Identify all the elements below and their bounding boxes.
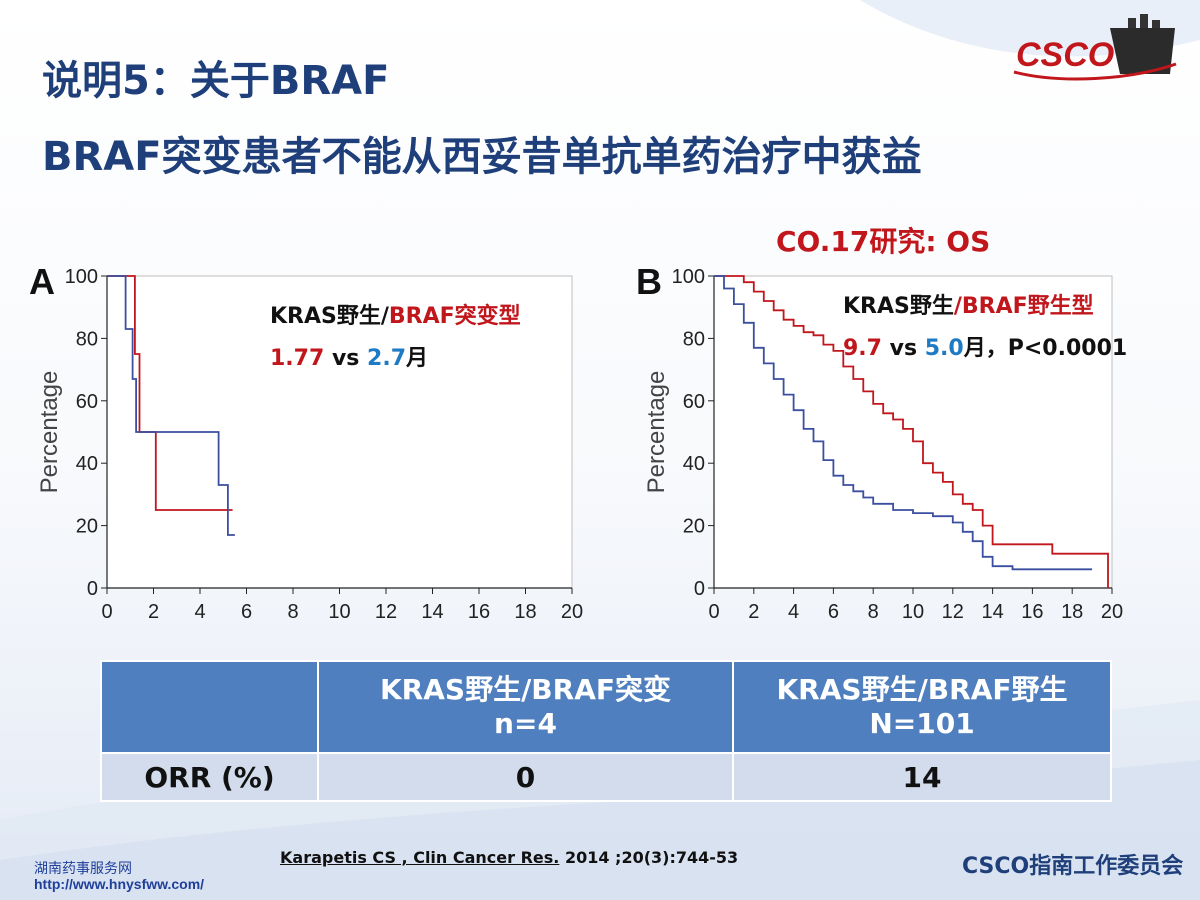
csco-logo: CSCO bbox=[1013, 14, 1177, 81]
chart-a-median-os: 1.77 vs 2.7月 bbox=[270, 340, 428, 372]
table-row: ORR (%) 0 14 bbox=[100, 752, 1112, 802]
panel-label: A bbox=[29, 261, 55, 302]
table-cell: 0 bbox=[317, 752, 734, 802]
footer-org: CSCO指南工作委员会 bbox=[962, 854, 1184, 879]
x-tick-label: 6 bbox=[828, 601, 839, 623]
table-cell: ORR (%) bbox=[100, 752, 319, 802]
survival-curve bbox=[107, 275, 235, 536]
y-tick-label: 40 bbox=[683, 453, 705, 475]
reference-authors: Karapetis CS , Clin Cancer Res. bbox=[280, 848, 560, 867]
y-tick-label: 40 bbox=[76, 453, 98, 475]
y-tick-label: 60 bbox=[683, 391, 705, 413]
x-tick-label: 4 bbox=[788, 601, 799, 623]
x-tick-label: 10 bbox=[902, 601, 924, 623]
x-tick-label: 2 bbox=[148, 601, 159, 623]
y-axis-label: Percentage bbox=[643, 371, 670, 494]
y-axis-label: Percentage bbox=[36, 371, 63, 494]
chart-a-group-label: KRAS野生/BRAF突变型 bbox=[270, 298, 521, 330]
x-tick-label: 10 bbox=[328, 601, 350, 623]
orr-table: KRAS野生/BRAF突变 n=4 KRAS野生/BRAF野生 N=101 OR… bbox=[100, 660, 1112, 802]
chart-a-unit: 月 bbox=[406, 346, 429, 371]
table-header-cell bbox=[100, 660, 319, 754]
x-tick-label: 20 bbox=[561, 601, 583, 623]
watermark-url: http://www.hnysfww.com/ bbox=[34, 876, 205, 892]
slide-subtitle: BRAF突变患者不能从西妥昔单抗单药治疗中获益 bbox=[42, 134, 922, 180]
x-tick-label: 14 bbox=[421, 601, 443, 623]
y-tick-label: 80 bbox=[683, 328, 705, 350]
x-tick-label: 4 bbox=[194, 601, 205, 623]
x-tick-label: 6 bbox=[241, 601, 252, 623]
chart-b-value-blue: 5.0 bbox=[924, 336, 964, 361]
chart-b-group-label: KRAS野生/BRAF野生型 bbox=[843, 288, 1094, 320]
km-chart-a: 0 20 40 60 80 100 0 2 4 6 8 10 12 14 16 18 20 Percentage A bbox=[29, 261, 583, 623]
x-tick-label: 16 bbox=[468, 601, 490, 623]
table-header-row: KRAS野生/BRAF突变 n=4 KRAS野生/BRAF野生 N=101 bbox=[100, 660, 1112, 754]
y-tick-label: 80 bbox=[76, 328, 98, 350]
y-tick-label: 60 bbox=[76, 391, 98, 413]
survival-curve bbox=[107, 275, 233, 511]
table-cell: 14 bbox=[732, 752, 1112, 802]
x-tick-label: 2 bbox=[748, 601, 759, 623]
chart-b-unit: 月，P<0.0001 bbox=[963, 336, 1128, 361]
x-tick-label: 16 bbox=[1021, 601, 1043, 623]
reference-details: 2014 ;20(3):744-53 bbox=[559, 848, 739, 867]
x-tick-label: 20 bbox=[1101, 601, 1123, 623]
chart-b-vs: vs bbox=[881, 336, 925, 361]
x-tick-label: 0 bbox=[101, 601, 112, 623]
chart-b-label-red: /BRAF野生型 bbox=[953, 294, 1094, 319]
y-tick-label: 100 bbox=[672, 266, 705, 288]
y-tick-label: 0 bbox=[694, 578, 705, 600]
panel-label: B bbox=[636, 261, 662, 302]
reference: Karapetis CS , Clin Cancer Res. 2014 ;20… bbox=[280, 848, 738, 867]
x-tick-label: 18 bbox=[1061, 601, 1083, 623]
y-tick-label: 20 bbox=[76, 516, 98, 538]
x-tick-label: 18 bbox=[514, 601, 536, 623]
chart-a-vs: vs bbox=[324, 346, 368, 371]
x-tick-label: 8 bbox=[287, 601, 298, 623]
y-tick-label: 100 bbox=[65, 266, 98, 288]
chart-a-label-red: BRAF突变型 bbox=[388, 304, 521, 329]
chart-b-label-prefix: KRAS野生 bbox=[843, 294, 954, 319]
x-tick-label: 8 bbox=[868, 601, 879, 623]
y-tick-label: 20 bbox=[683, 516, 705, 538]
survival-curve bbox=[714, 275, 1093, 571]
table-header-cell: KRAS野生/BRAF突变 n=4 bbox=[317, 660, 734, 754]
chart-a-label-prefix: KRAS野生/ bbox=[270, 304, 389, 329]
x-tick-label: 12 bbox=[375, 601, 397, 623]
survival-curve bbox=[714, 275, 1109, 588]
table-header-cell: KRAS野生/BRAF野生 N=101 bbox=[732, 660, 1112, 754]
watermark-name: 湖南药事服务网 bbox=[34, 861, 132, 877]
study-label: CO.17研究: OS bbox=[776, 225, 991, 258]
x-tick-label: 14 bbox=[981, 601, 1003, 623]
chart-b-median-os: 9.7 vs 5.0月，P<0.0001 bbox=[843, 330, 1127, 362]
slide-title: 说明5：关于BRAF bbox=[42, 58, 390, 104]
chart-a-value-red: 1.77 bbox=[270, 346, 325, 371]
svg-text:CSCO: CSCO bbox=[1016, 36, 1114, 74]
x-tick-label: 0 bbox=[708, 601, 719, 623]
km-chart-b: 0 20 40 60 80 100 0 2 4 6 8 10 12 14 16 18 20 Percentage B bbox=[636, 261, 1123, 623]
chart-b-value-red: 9.7 bbox=[843, 336, 882, 361]
x-tick-label: 12 bbox=[942, 601, 964, 623]
y-tick-label: 0 bbox=[87, 578, 98, 600]
chart-a-value-blue: 2.7 bbox=[367, 346, 407, 371]
